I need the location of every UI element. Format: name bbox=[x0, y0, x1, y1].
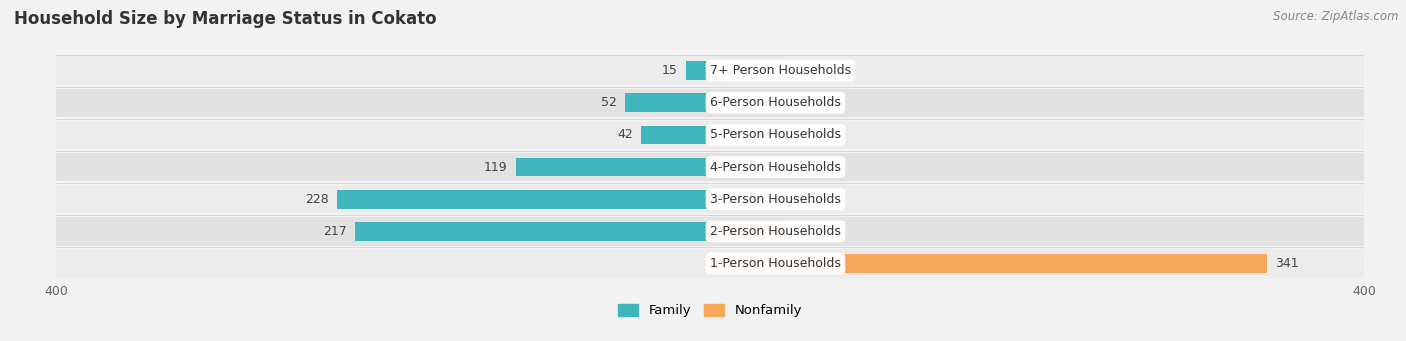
Text: 3-Person Households: 3-Person Households bbox=[710, 193, 841, 206]
Bar bbox=[356, 222, 710, 241]
Bar bbox=[710, 190, 783, 209]
Text: 341: 341 bbox=[1275, 257, 1299, 270]
Text: 6-Person Households: 6-Person Households bbox=[710, 96, 841, 109]
Bar bbox=[56, 217, 1364, 246]
Legend: Family, Nonfamily: Family, Nonfamily bbox=[613, 299, 807, 323]
Text: 7+ Person Households: 7+ Person Households bbox=[710, 64, 851, 77]
Text: 5-Person Households: 5-Person Households bbox=[710, 129, 841, 142]
Text: 217: 217 bbox=[323, 225, 347, 238]
Text: 42: 42 bbox=[617, 129, 633, 142]
Text: 0: 0 bbox=[792, 64, 800, 77]
Text: 0: 0 bbox=[792, 193, 800, 206]
Bar bbox=[516, 158, 710, 176]
Text: 228: 228 bbox=[305, 193, 329, 206]
Bar bbox=[710, 158, 783, 176]
Bar bbox=[337, 190, 710, 209]
Bar bbox=[686, 61, 710, 80]
Text: 0: 0 bbox=[792, 129, 800, 142]
Text: 15: 15 bbox=[661, 64, 678, 77]
Text: Household Size by Marriage Status in Cokato: Household Size by Marriage Status in Cok… bbox=[14, 10, 437, 28]
Text: 2-Person Households: 2-Person Households bbox=[710, 225, 841, 238]
Bar bbox=[56, 185, 1364, 213]
Bar bbox=[56, 249, 1364, 278]
Text: 52: 52 bbox=[600, 96, 617, 109]
Text: Source: ZipAtlas.com: Source: ZipAtlas.com bbox=[1274, 10, 1399, 23]
Bar bbox=[710, 61, 783, 80]
Bar bbox=[56, 121, 1364, 149]
Text: 0: 0 bbox=[792, 96, 800, 109]
Bar bbox=[56, 89, 1364, 117]
Text: 4-Person Households: 4-Person Households bbox=[710, 161, 841, 174]
Bar bbox=[641, 125, 710, 144]
Text: 45: 45 bbox=[792, 225, 807, 238]
Text: 1-Person Households: 1-Person Households bbox=[710, 257, 841, 270]
Text: 119: 119 bbox=[484, 161, 508, 174]
Bar bbox=[626, 93, 710, 112]
Bar bbox=[710, 125, 783, 144]
Bar bbox=[56, 153, 1364, 181]
Text: 0: 0 bbox=[792, 161, 800, 174]
Bar bbox=[56, 57, 1364, 85]
Bar bbox=[710, 222, 783, 241]
Bar bbox=[710, 93, 783, 112]
Bar bbox=[710, 254, 1267, 273]
